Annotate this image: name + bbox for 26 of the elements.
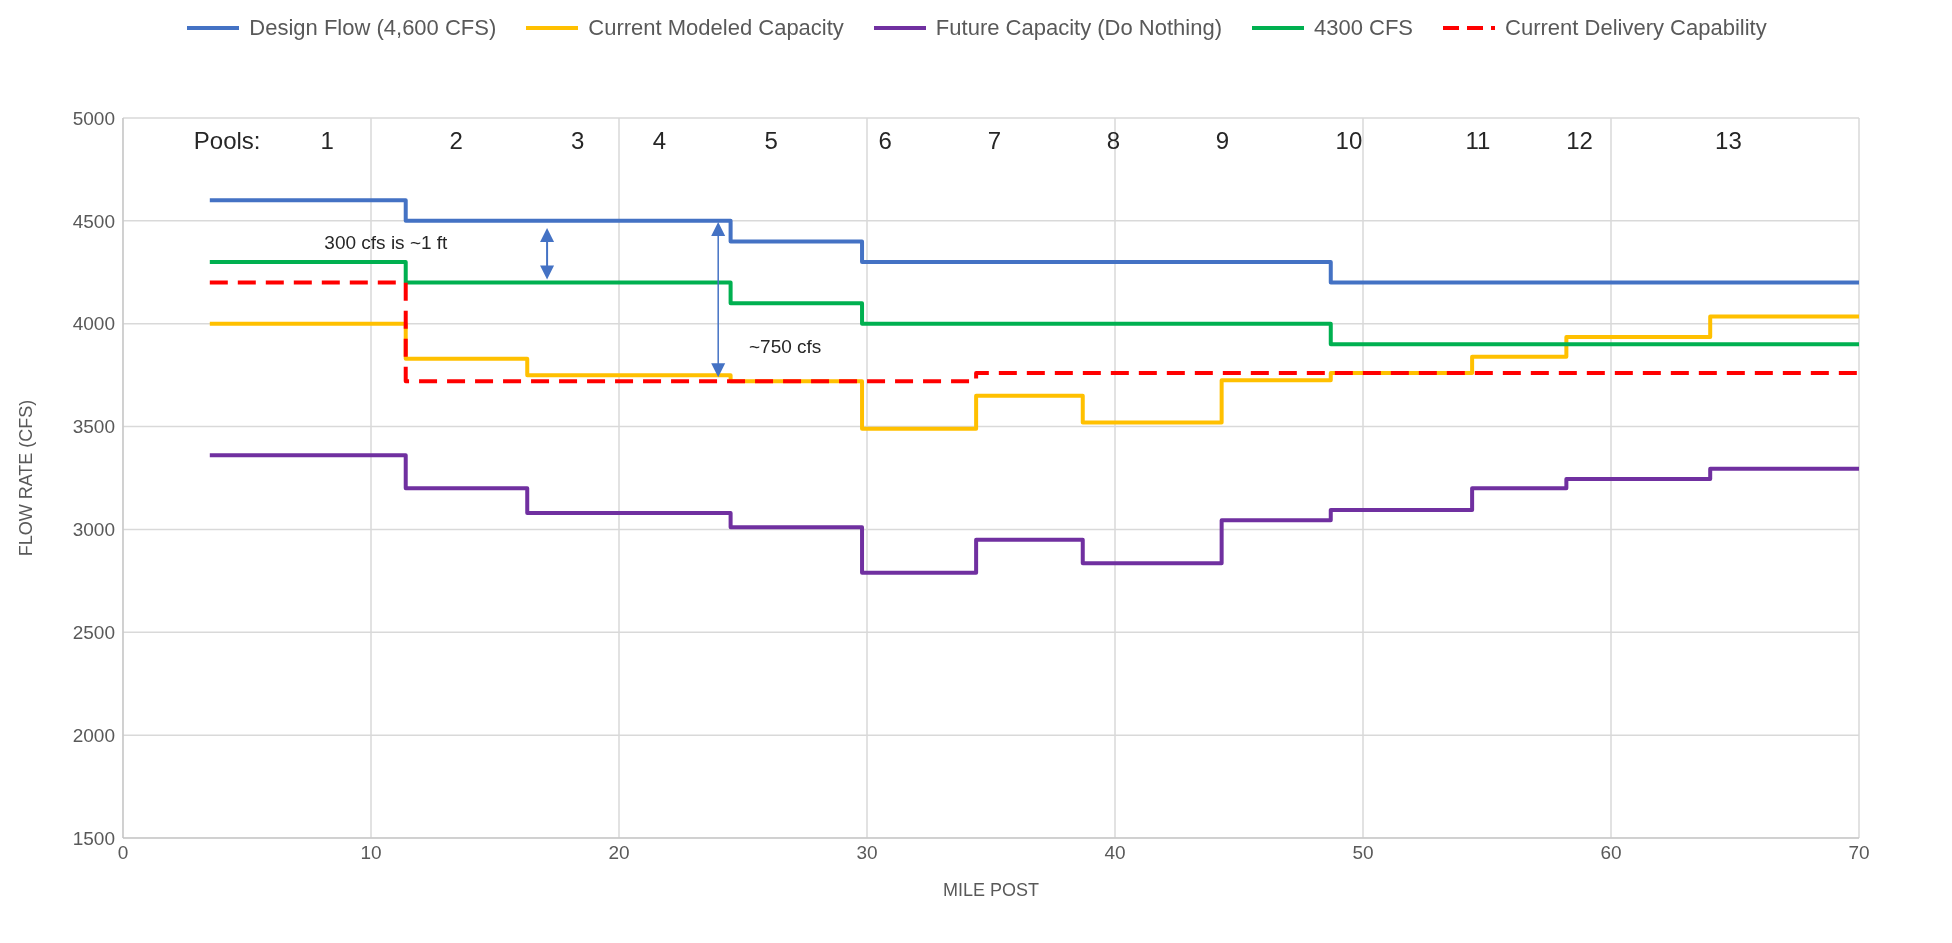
- legend-label: Current Delivery Capability: [1505, 15, 1767, 41]
- y-tick-label: 2000: [72, 724, 115, 746]
- legend-label: Future Capacity (Do Nothing): [935, 15, 1222, 41]
- x-tick-label: 40: [1104, 842, 1126, 864]
- text: Pools: 1 2 3 4 5 6 7 8 9 10 11 12 13: [193, 127, 1742, 155]
- y-tick-label: 1500: [72, 827, 115, 849]
- y-axis-title: FLOW RATE (CFS): [16, 399, 37, 557]
- x-tick-label: 70: [1848, 842, 1870, 864]
- y-tick-label: 5000: [72, 107, 115, 129]
- y-tick-label: 4500: [72, 210, 115, 232]
- x-tick-label: 20: [608, 842, 630, 864]
- legend-label: Design Flow (4,600 CFS): [249, 15, 497, 41]
- legend-label: Current Modeled Capacity: [588, 15, 844, 41]
- y-tick-label: 2500: [72, 622, 115, 644]
- y-tick-label: 3500: [72, 416, 115, 438]
- y-tick-label: 4000: [72, 313, 115, 335]
- x-tick-label: 10: [360, 842, 382, 864]
- x-tick-label: 50: [1352, 842, 1374, 864]
- annotation: 300 cfs is ~1 ft: [324, 231, 449, 253]
- x-tick-label: 0: [117, 842, 129, 864]
- x-axis-title: MILE POST: [942, 880, 1040, 900]
- x-tick-label: 60: [1600, 842, 1622, 864]
- annotation: ~750 cfs: [748, 336, 822, 358]
- x-tick-label: 30: [856, 842, 878, 864]
- y-tick-label: 3000: [72, 519, 115, 541]
- legend-label: 4300 CFS: [1313, 15, 1414, 41]
